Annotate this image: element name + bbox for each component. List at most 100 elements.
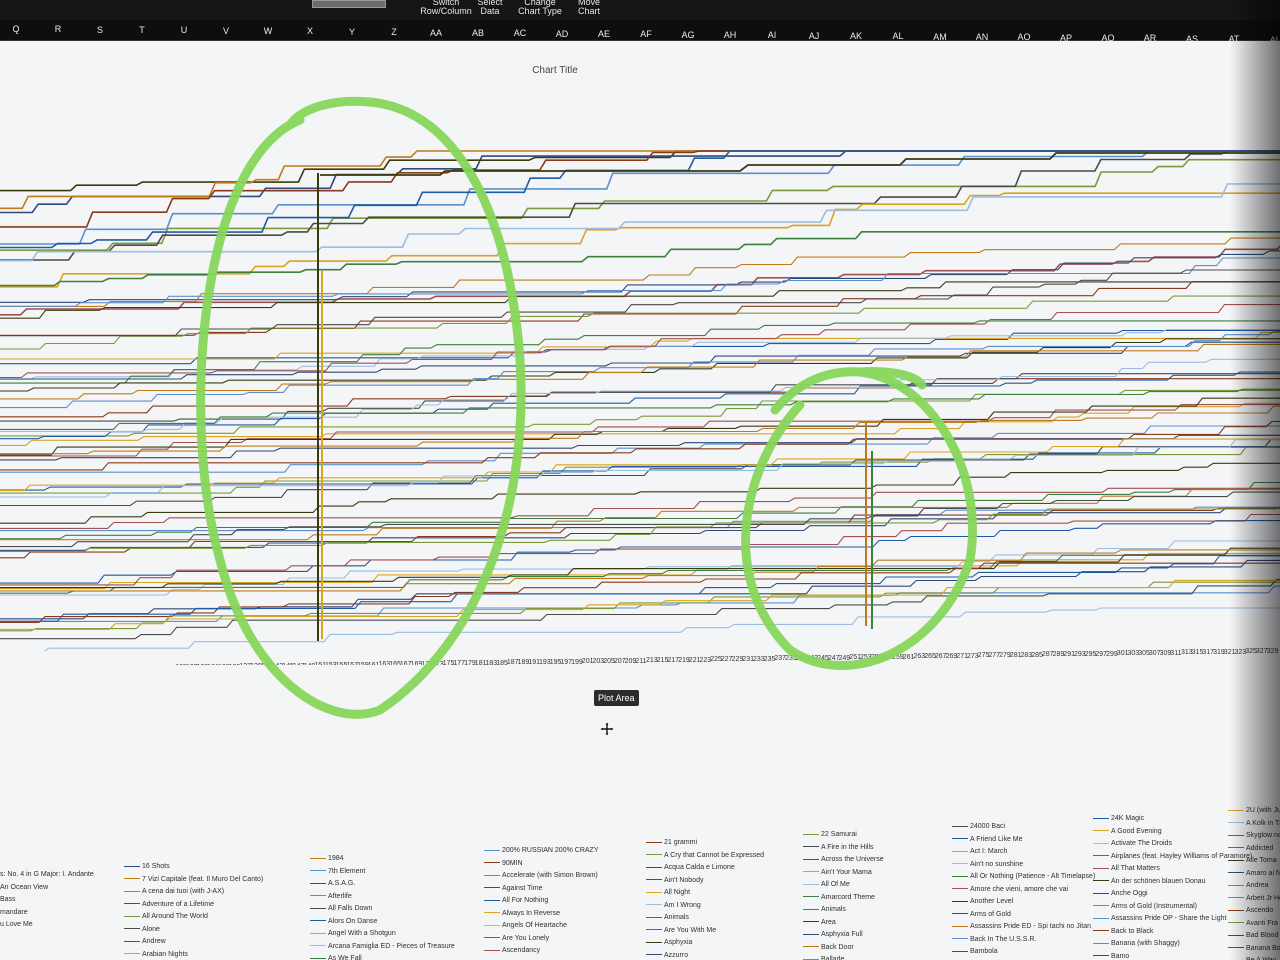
column-header-as[interactable]: AS — [1185, 33, 1199, 44]
select-data-button[interactable]: Select Data — [477, 0, 503, 16]
legend-item[interactable]: Bamo — [1093, 953, 1129, 960]
legend-item[interactable]: Ain't Nobody — [646, 877, 703, 884]
legend-item[interactable]: 24K Magic — [1093, 815, 1144, 822]
column-header-am[interactable]: AM — [933, 31, 947, 42]
legend-item[interactable]: Acqua Calda e Limone — [646, 864, 735, 871]
legend-item[interactable]: A Friend Like Me — [952, 836, 1023, 843]
series-line[interactable] — [0, 441, 1280, 491]
legend-item[interactable]: Skyglow no Rub — [1228, 832, 1280, 839]
series-line[interactable] — [0, 192, 1280, 288]
legend-item[interactable]: Arcana Famiglia ED - Pieces of Treasure — [310, 943, 455, 950]
legend-item[interactable]: Addicted — [1228, 845, 1273, 852]
chart-area[interactable]: Chart Title 9395979910110310510710911111… — [0, 41, 1280, 960]
legend-item[interactable]: Animals — [803, 906, 846, 913]
legend-item[interactable]: Adventure of a Lifetime — [124, 901, 214, 908]
series-line[interactable] — [0, 231, 1280, 287]
legend-item[interactable]: Are You With Me — [646, 927, 716, 934]
legend-item[interactable]: Alle Toma — [1228, 857, 1277, 864]
column-header-aq[interactable]: AQ — [1101, 33, 1115, 44]
legend-item[interactable]: Assassins Pride ED - Spi tachi no Jitan — [952, 923, 1091, 930]
series-line[interactable] — [0, 506, 1280, 559]
plot-area[interactable] — [0, 41, 1280, 651]
legend-item[interactable]: Ascendancy — [484, 947, 540, 954]
series-line[interactable] — [0, 402, 1280, 457]
legend-item[interactable]: 90MIN — [484, 860, 523, 867]
series-line[interactable] — [0, 150, 1280, 228]
legend-item[interactable]: All Around The World — [124, 913, 208, 920]
column-header-y[interactable]: Y — [348, 26, 356, 37]
column-header-aj[interactable]: AJ — [808, 30, 820, 41]
change-chart-type-button[interactable]: Change Chart Type — [518, 0, 562, 16]
series-line[interactable] — [0, 300, 1280, 379]
series-line[interactable] — [0, 243, 1280, 316]
legend-item[interactable]: Asphyxia Full — [803, 931, 863, 938]
legend-item[interactable]: A Kolk in The D — [1228, 820, 1280, 827]
column-header-an[interactable]: AN — [975, 32, 989, 43]
legend-item[interactable]: 2U (with Justin Bi — [1228, 807, 1280, 814]
legend-item[interactable]: Angel With a Shotgun — [310, 930, 396, 937]
legend-item[interactable]: Arms of Gold — [952, 911, 1011, 918]
column-header-ag[interactable]: AG — [681, 29, 695, 40]
legend-item[interactable]: 7th Element — [310, 868, 365, 875]
legend-item[interactable]: 200% RUSSIAN 200% CRAZY — [484, 847, 598, 854]
column-header-ae[interactable]: AE — [597, 28, 611, 39]
legend-item[interactable]: Amaro ai Namas — [1228, 870, 1280, 877]
series-line[interactable] — [0, 343, 1280, 400]
legend-item[interactable]: Bass — [0, 896, 16, 903]
chart-title[interactable]: Chart Title — [532, 65, 578, 76]
switch-row-column-button[interactable]: Switch Row/Column — [420, 0, 472, 16]
legend-item[interactable]: Azzurro — [646, 952, 688, 959]
column-header-ak[interactable]: AK — [849, 31, 863, 41]
legend-item[interactable]: Am I Wrong — [646, 902, 701, 909]
legend-item[interactable]: Across the Universe — [803, 856, 884, 863]
legend-item[interactable]: All Or Nothing (Patience - Alt Timelapse… — [952, 873, 1095, 880]
legend-item[interactable]: A.S.A.G. — [310, 880, 355, 887]
legend-item[interactable]: 21 grammi — [646, 839, 697, 846]
legend-item[interactable]: All Of Me — [803, 881, 850, 888]
legend-item[interactable]: mandare — [0, 909, 28, 916]
ribbon-style-thumbnail[interactable] — [312, 0, 386, 8]
legend-item[interactable]: As We Fall — [310, 955, 362, 960]
column-header-aa[interactable]: AA — [429, 27, 443, 38]
legend-item[interactable]: Afterlife — [310, 893, 352, 900]
chart-legend[interactable]: s: No. 4 in G Major: I. Andante An Ocean … — [0, 761, 1280, 960]
series-line[interactable] — [0, 488, 1280, 541]
series-line[interactable] — [0, 326, 1280, 360]
legend-item[interactable]: All Falls Down — [310, 905, 372, 912]
series-line[interactable] — [0, 150, 1280, 261]
legend-item[interactable]: Alors On Danse — [310, 918, 377, 925]
legend-item[interactable]: Back Door — [803, 944, 854, 951]
series-line[interactable] — [0, 295, 1280, 350]
legend-item[interactable]: A cena dai tuoi (with J-AX) — [124, 888, 224, 895]
column-header-al[interactable]: AL — [892, 31, 904, 42]
legend-item[interactable]: Amore che vieni, amore che vai — [952, 886, 1068, 893]
legend-item[interactable]: Animals — [646, 914, 689, 921]
legend-item[interactable]: A Fire in the Hills — [803, 844, 874, 851]
legend-item[interactable]: u Love Me — [0, 921, 33, 928]
legend-item[interactable]: Arms of Gold (Instrumental) — [1093, 903, 1197, 910]
legend-item[interactable]: A Cry that Cannot be Expressed — [646, 852, 764, 859]
series-line[interactable] — [0, 331, 1280, 392]
series-line[interactable] — [0, 491, 1280, 548]
legend-item[interactable]: All Night — [646, 889, 690, 896]
series-line[interactable] — [0, 175, 1280, 262]
legend-item[interactable]: Alone — [124, 926, 160, 933]
legend-item[interactable]: Banana (with Shaggy) — [1093, 940, 1180, 947]
legend-item[interactable]: 24000 Baci — [952, 823, 1005, 830]
legend-item[interactable]: Amarcord Theme — [803, 894, 875, 901]
legend-item[interactable]: Banana Boy — [1228, 945, 1280, 952]
legend-item[interactable]: An der schönen blauen Donau — [1093, 878, 1206, 885]
legend-item[interactable]: 22 Samurai — [803, 831, 857, 838]
legend-item[interactable]: Bambola — [952, 948, 998, 955]
legend-item[interactable]: Ballade — [803, 956, 844, 960]
series-line[interactable] — [0, 575, 1280, 640]
column-header-s[interactable]: S — [96, 24, 104, 35]
legend-item[interactable]: 7 Vizi Capitale (feat. Il Muro Del Canto… — [124, 876, 263, 883]
column-header-ac[interactable]: AC — [513, 28, 527, 39]
legend-item[interactable]: Arbeit Jr Hexel — [1228, 895, 1280, 902]
legend-item[interactable]: Andrew — [124, 938, 166, 945]
column-header-t[interactable]: T — [139, 25, 145, 36]
column-header-u[interactable]: U — [180, 25, 188, 36]
series-line[interactable] — [0, 328, 1280, 380]
series-line[interactable] — [0, 281, 1280, 319]
